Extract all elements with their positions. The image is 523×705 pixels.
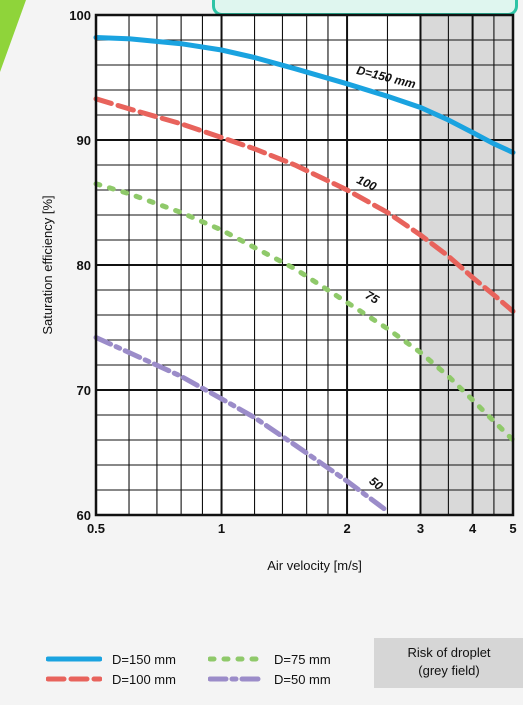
- legend: D=150 mm D=100 mm D=75 mm D=50 mm Risk o…: [36, 636, 523, 696]
- y-tick-label: 70: [77, 383, 91, 398]
- x-tick-label: 5: [509, 521, 516, 536]
- x-tick-label: 4: [469, 521, 477, 536]
- plot-border: [94, 13, 515, 517]
- legend-label-150: D=150 mm: [112, 651, 176, 667]
- tick-labels: 0.5 1 2 3 4 5 60 70 80 90 100: [69, 8, 516, 536]
- series-layer: [93, 35, 516, 514]
- legend-risk-line1: Risk of droplet: [407, 645, 491, 660]
- x-tick-label: 0.5: [87, 521, 105, 536]
- legend-item-75: D=75 mm: [208, 650, 331, 668]
- grid: [95, 14, 514, 516]
- decorative-corner: [0, 0, 26, 72]
- series-line-75: [93, 181, 516, 443]
- x-tick-label: 3: [417, 521, 424, 536]
- legend-swatch-150: [46, 656, 102, 662]
- series-line-100: [93, 96, 516, 314]
- legend-label-75: D=75 mm: [274, 651, 331, 667]
- x-axis-label: Air velocity [m/s]: [267, 558, 362, 573]
- legend-item-50: D=50 mm: [208, 670, 331, 688]
- y-axis-label: Saturation efficiency [%]: [40, 195, 55, 334]
- curve-label-75: 75: [363, 288, 382, 307]
- legend-item-100: D=100 mm: [46, 670, 176, 688]
- legend-label-100: D=100 mm: [112, 671, 176, 687]
- y-tick-label: 80: [77, 258, 91, 273]
- legend-risk-line2: (grey field): [418, 663, 480, 678]
- series-line-150: [93, 35, 516, 155]
- x-tick-label: 1: [218, 521, 225, 536]
- legend-item-150: D=150 mm: [46, 650, 176, 668]
- y-tick-label: 60: [77, 508, 91, 523]
- legend-swatch-75: [208, 656, 264, 662]
- legend-label-50: D=50 mm: [274, 671, 331, 687]
- y-tick-label: 100: [69, 8, 91, 23]
- y-tick-label: 90: [77, 133, 91, 148]
- chart: 0.5 1 2 3 4 5 60 70 80 90 100 Air velocity [m/s] S…: [40, 8, 517, 573]
- x-tick-label: 2: [343, 521, 350, 536]
- legend-swatch-100: [46, 676, 102, 682]
- legend-swatch-50: [208, 676, 264, 682]
- legend-risk-box: Risk of droplet (grey field): [374, 638, 523, 688]
- series-line-50: [93, 335, 390, 514]
